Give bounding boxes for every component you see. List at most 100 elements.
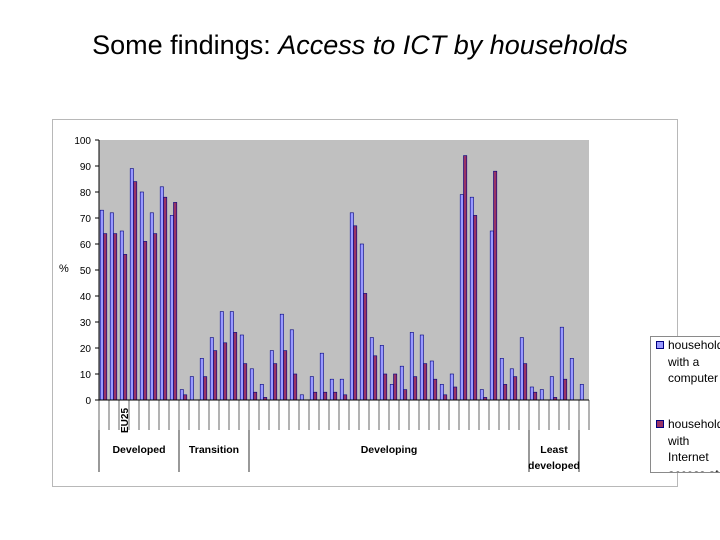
bar-computer <box>299 394 304 401</box>
legend-label-internet: households with Internet access at home <box>668 417 720 472</box>
group-label-line: developed <box>528 460 580 472</box>
bar-computer <box>319 352 324 401</box>
group-label-line: Least <box>540 444 568 456</box>
bar-internet <box>173 202 178 401</box>
bar-computer <box>409 332 414 401</box>
bar-internet <box>153 233 158 401</box>
bar-internet <box>413 376 418 401</box>
bar-computer <box>349 212 354 401</box>
bar-internet <box>353 225 358 401</box>
bar-internet <box>563 378 568 401</box>
bar-computer <box>189 376 194 401</box>
slide-title: Some findings: Access to ICT by househol… <box>0 30 720 61</box>
bar-internet <box>383 373 388 401</box>
bar-internet <box>183 394 188 401</box>
bar-internet <box>433 378 438 401</box>
bar-computer <box>249 368 254 401</box>
bar-computer <box>309 376 314 401</box>
bar-computer <box>539 389 544 401</box>
bar-computer <box>329 378 334 401</box>
bar-computer <box>149 212 154 401</box>
category-label-eu25: EU25 <box>120 408 131 433</box>
bar-internet <box>203 376 208 401</box>
bar-computer <box>339 378 344 401</box>
y-tick-label: 20 <box>80 344 92 355</box>
group-label: Least developed <box>528 444 580 472</box>
bar-internet <box>163 196 168 401</box>
plot-area <box>99 140 589 400</box>
bar-computer <box>579 384 584 401</box>
bar-internet <box>443 394 448 401</box>
bar-internet <box>243 363 248 401</box>
bar-internet <box>123 254 128 401</box>
group-label-line: Developing <box>361 444 418 456</box>
bar-internet <box>283 350 288 401</box>
bar-computer <box>119 230 124 401</box>
bar-computer <box>159 186 164 401</box>
axis-layer: 0 10 20 30 40 50 60 70 80 90 100 EU25 Developed Trans… <box>74 136 590 472</box>
bar-computer <box>519 337 524 401</box>
bar-computer <box>229 311 234 401</box>
bar-computer <box>449 373 454 401</box>
bar-computer <box>239 334 244 401</box>
legend: households with a computer households wi… <box>650 336 720 473</box>
slide-title-italic: Access to ICT by households <box>278 30 628 60</box>
bar-internet <box>373 355 378 401</box>
bar-computer <box>199 358 204 401</box>
bar-computer <box>499 358 504 401</box>
bar-internet <box>533 391 538 401</box>
bar-computer <box>549 376 554 401</box>
bar-computer <box>99 209 104 401</box>
bar-internet <box>293 373 298 401</box>
group-label-line: Developed <box>112 444 165 456</box>
bar-internet <box>503 384 508 401</box>
group-label: Transition <box>189 444 239 456</box>
legend-swatch-computer <box>656 341 664 349</box>
bar-computer <box>209 337 214 401</box>
y-tick-label: 50 <box>80 266 92 277</box>
bar-internet <box>313 391 318 401</box>
bar-internet <box>493 170 498 401</box>
bar-internet <box>133 181 138 401</box>
bar-computer <box>509 368 514 401</box>
bar-internet <box>403 389 408 401</box>
bar-internet <box>523 363 528 401</box>
bar-internet <box>223 342 228 401</box>
bar-computer <box>399 365 404 401</box>
y-tick-label: 30 <box>80 318 92 329</box>
y-tick-label: 10 <box>80 370 92 381</box>
bar-computer <box>219 311 224 401</box>
group-label: Developed <box>112 444 165 456</box>
bar-computer <box>289 329 294 401</box>
bar-computer <box>529 386 534 401</box>
bar-computer <box>359 243 364 401</box>
bar-computer <box>439 384 444 401</box>
chart-frame: 0 10 20 30 40 50 60 70 80 90 100 EU25 Developed Trans… <box>52 119 720 487</box>
bar-internet <box>103 233 108 401</box>
bar-internet <box>113 233 118 401</box>
bar-computer <box>489 230 494 401</box>
bar-computer <box>479 389 484 401</box>
bar-computer <box>169 215 174 401</box>
bar-computer <box>459 194 464 401</box>
bar-computer <box>369 337 374 401</box>
bar-internet <box>473 215 478 401</box>
bar-internet <box>393 373 398 401</box>
bar-computer <box>559 326 564 401</box>
legend-label-computer: households with a computer <box>668 338 720 385</box>
bar-computer <box>469 196 474 401</box>
bar-internet <box>253 391 258 401</box>
bar-computer <box>569 358 574 401</box>
bar-computer <box>279 313 284 401</box>
bar-internet <box>363 293 368 401</box>
bar-internet <box>143 241 148 401</box>
bar-internet <box>453 386 458 401</box>
bar-internet <box>343 394 348 401</box>
group-label-line: Transition <box>189 444 239 456</box>
bar-internet <box>333 391 338 401</box>
y-tick-label: 40 <box>80 292 92 303</box>
bar-internet <box>463 155 468 401</box>
bar-computer <box>129 168 134 401</box>
bar-computer <box>139 191 144 401</box>
y-tick-label: 80 <box>80 188 92 199</box>
